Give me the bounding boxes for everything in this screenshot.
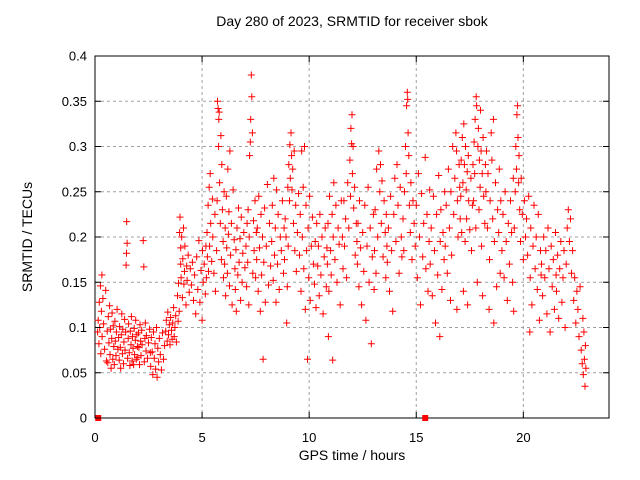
y-tick-label: 0.35 [62, 94, 87, 109]
x-tick-label: 15 [409, 430, 423, 445]
y-tick-label: 0.1 [69, 320, 87, 335]
x-tick-label: 5 [198, 430, 205, 445]
x-tick-label: 0 [91, 430, 98, 445]
y-tick-label: 0.2 [69, 230, 87, 245]
y-tick-label: 0.4 [69, 49, 87, 64]
x-tick-label: 10 [302, 430, 316, 445]
y-tick-label: 0 [80, 411, 87, 426]
y-tick-label: 0.15 [62, 275, 87, 290]
y-tick-label: 0.25 [62, 184, 87, 199]
baseline-gap-marker [422, 415, 429, 421]
x-axis-label: GPS time / hours [298, 447, 406, 463]
plot-border [94, 55, 610, 419]
y-tick-label: 0.05 [62, 365, 87, 380]
chart-title: Day 280 of 2023, SRMTID for receiver sbo… [216, 13, 488, 29]
scatter-points [94, 71, 590, 390]
y-tick-label: 0.3 [69, 139, 87, 154]
x-tick-label: 20 [516, 430, 530, 445]
